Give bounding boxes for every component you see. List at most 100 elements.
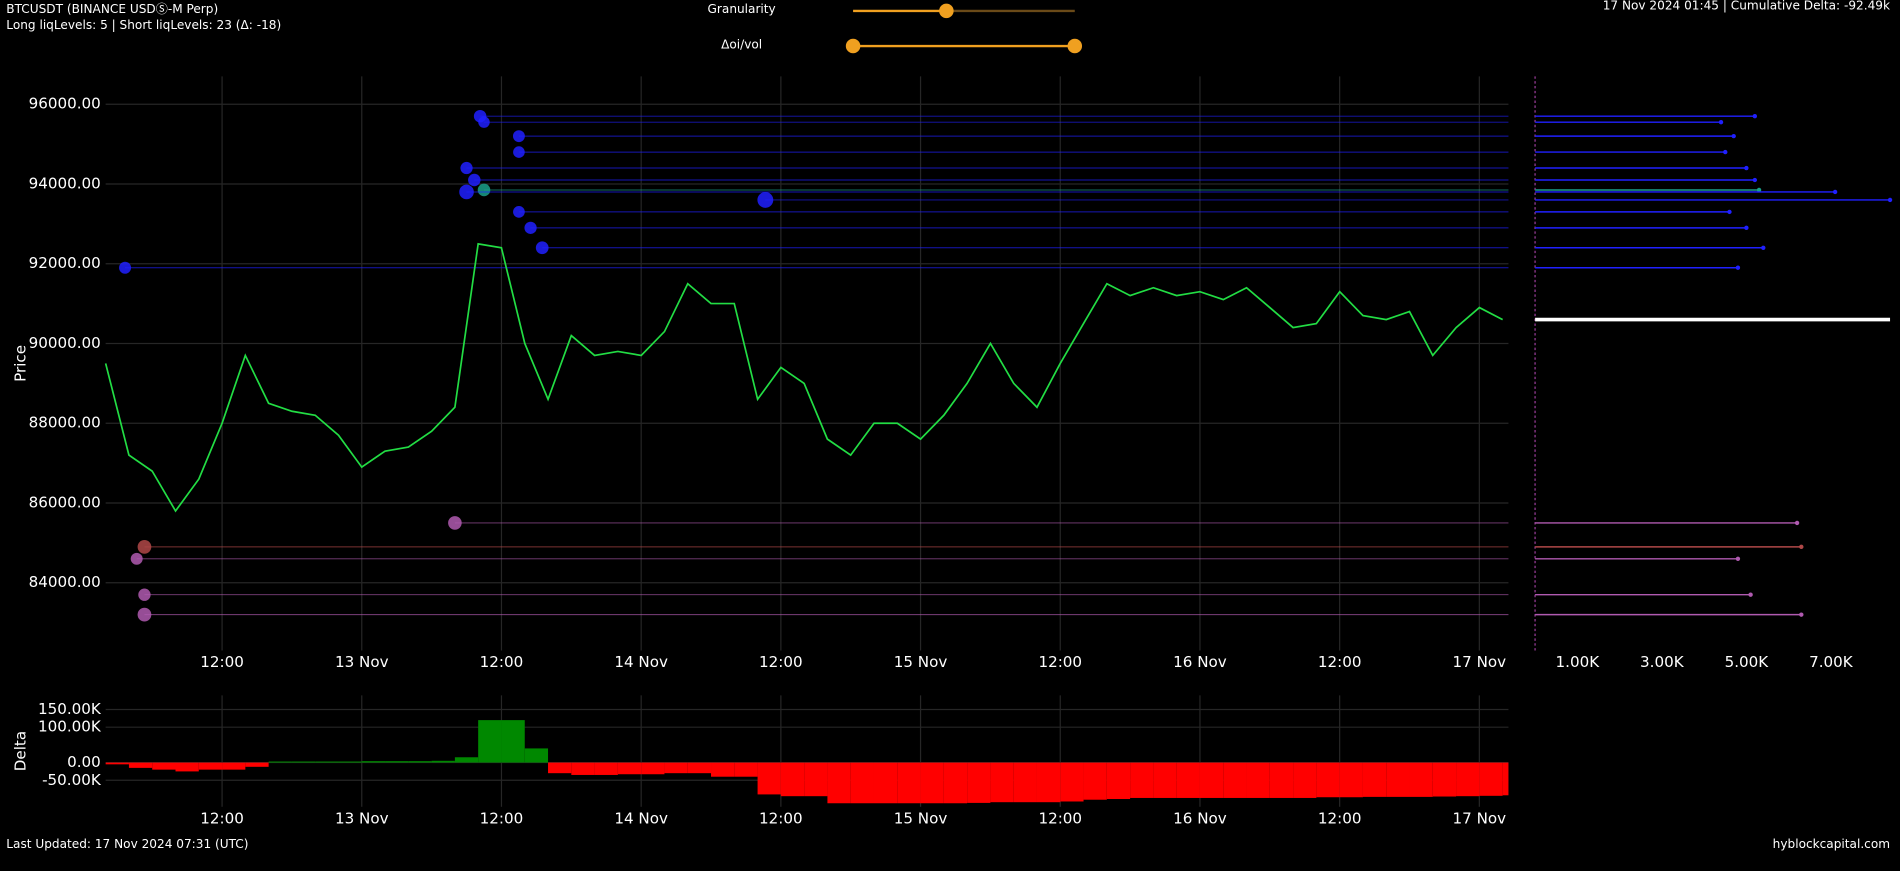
delta-bar xyxy=(1083,762,1107,800)
symbol: BTCUSDT (BINANCE USDⓈ-M Perp) xyxy=(6,2,218,16)
delta-bar xyxy=(338,761,362,763)
liq-level-bubble xyxy=(468,173,481,187)
delta-bar xyxy=(524,748,549,763)
x-tick-label: 3.00K xyxy=(1640,653,1685,671)
delta-bar xyxy=(920,762,944,804)
x-tick-label: 15 Nov xyxy=(894,653,948,671)
liq-bar-end xyxy=(1887,197,1893,203)
liq-bar-end xyxy=(1832,189,1838,195)
liq-level-bubble xyxy=(138,588,151,601)
delta-bar xyxy=(617,762,642,775)
delta-bar xyxy=(1386,762,1410,797)
delta-bar xyxy=(1316,762,1340,798)
slider-label: Δoi/vol xyxy=(721,37,762,51)
delta-bar xyxy=(1223,762,1247,798)
delta-bar xyxy=(827,762,851,804)
slider-knob[interactable] xyxy=(1067,38,1083,54)
liq-level-bubble xyxy=(513,146,525,158)
granularity-slider[interactable] xyxy=(853,3,1075,19)
delta-bar xyxy=(1246,762,1270,798)
liq-bar-end xyxy=(1794,520,1800,526)
x-tick-label: 17 Nov xyxy=(1453,653,1507,671)
delta-bar xyxy=(454,757,479,763)
liq-level-bubble xyxy=(137,539,152,554)
delta-bar xyxy=(1153,762,1177,798)
delta-bar xyxy=(198,762,223,770)
x-tick-label: 12:00 xyxy=(480,653,524,671)
liq-level-bubble xyxy=(524,221,537,234)
x-tick-label: 17 Nov xyxy=(1453,809,1507,827)
liq-bar-end xyxy=(1723,149,1728,155)
oi-vol-slider[interactable] xyxy=(845,38,1083,54)
delta-bar xyxy=(804,762,828,797)
x-tick-label: 5.00K xyxy=(1725,653,1770,671)
liq-bar-end xyxy=(1748,592,1753,597)
price-line xyxy=(104,242,1504,513)
y-axis-label: Delta xyxy=(11,731,29,771)
status: 17 Nov 2024 01:45 | Cumulative Delta: -9… xyxy=(1603,0,1890,13)
delta-bar xyxy=(175,762,199,772)
liq-bar-end xyxy=(1735,265,1741,270)
delta-bar xyxy=(711,762,735,777)
x-tick-label: 12:00 xyxy=(1318,653,1362,671)
y-tick-label: 92000.00 xyxy=(29,254,101,272)
liq-level-bubble xyxy=(460,161,473,175)
delta-bar xyxy=(501,720,525,763)
x-tick-label: 12:00 xyxy=(759,653,803,671)
delta-bar xyxy=(780,762,805,797)
liq-bar-end xyxy=(1727,209,1732,215)
x-tick-label: 12:00 xyxy=(1038,809,1082,827)
delta-bar xyxy=(850,762,874,804)
x-tick-label: 16 Nov xyxy=(1173,653,1227,671)
liq-bar-end xyxy=(1744,165,1749,171)
last-updated: Last Updated: 17 Nov 2024 07:31 (UTC) xyxy=(6,837,248,851)
liq-level-bubble xyxy=(757,192,774,208)
x-tick-label: 13 Nov xyxy=(335,653,389,671)
x-tick-label: 1.00K xyxy=(1556,653,1601,671)
x-tick-label: 16 Nov xyxy=(1173,809,1227,827)
delta-bar xyxy=(478,720,502,763)
delta-bar xyxy=(1036,762,1061,803)
liq-bar-end xyxy=(1718,119,1724,125)
delta-bar xyxy=(1502,762,1509,796)
liq-level-bubble xyxy=(535,241,549,255)
delta-bar xyxy=(1060,762,1084,802)
delta-bar xyxy=(105,762,129,765)
delta-bar xyxy=(990,762,1014,803)
delta-bar xyxy=(1432,762,1457,797)
delta-bar xyxy=(594,762,618,775)
x-tick-label: 15 Nov xyxy=(894,809,948,827)
delta-bar xyxy=(641,762,665,775)
delta-bar xyxy=(1130,762,1154,798)
x-tick-label: 7.00K xyxy=(1809,653,1854,671)
liq-bar-end xyxy=(1752,177,1758,183)
delta-bar xyxy=(315,761,339,763)
y-tick-label: 94000.00 xyxy=(29,174,101,192)
delta-bar xyxy=(1106,762,1131,800)
delta-bar xyxy=(245,762,269,767)
liq-level-bubble xyxy=(477,183,491,197)
liq-bar-end xyxy=(1761,245,1766,250)
delta-bar xyxy=(757,762,781,795)
slider-knob[interactable] xyxy=(845,38,861,54)
delta-bar xyxy=(687,762,712,774)
y-tick-label: 86000.00 xyxy=(29,493,101,511)
delta-bar xyxy=(1293,762,1317,798)
delta-bar xyxy=(128,762,153,768)
liq-level-bubble xyxy=(459,184,474,200)
x-tick-label: 12:00 xyxy=(759,809,803,827)
y-tick-label: 100.00K xyxy=(38,718,102,736)
delta-bar xyxy=(734,762,758,777)
x-tick-label: 12:00 xyxy=(200,809,244,827)
delta-bar xyxy=(431,760,455,763)
liq-bar-end xyxy=(1799,612,1804,617)
liq-bar-end xyxy=(1731,133,1736,139)
delta-bar xyxy=(1013,762,1037,803)
x-tick-label: 14 Nov xyxy=(614,809,668,827)
slider-knob[interactable] xyxy=(939,3,954,19)
y-tick-label: -50.00K xyxy=(42,771,102,789)
delta-bar xyxy=(385,761,409,763)
liq-bar-end xyxy=(1744,225,1749,231)
